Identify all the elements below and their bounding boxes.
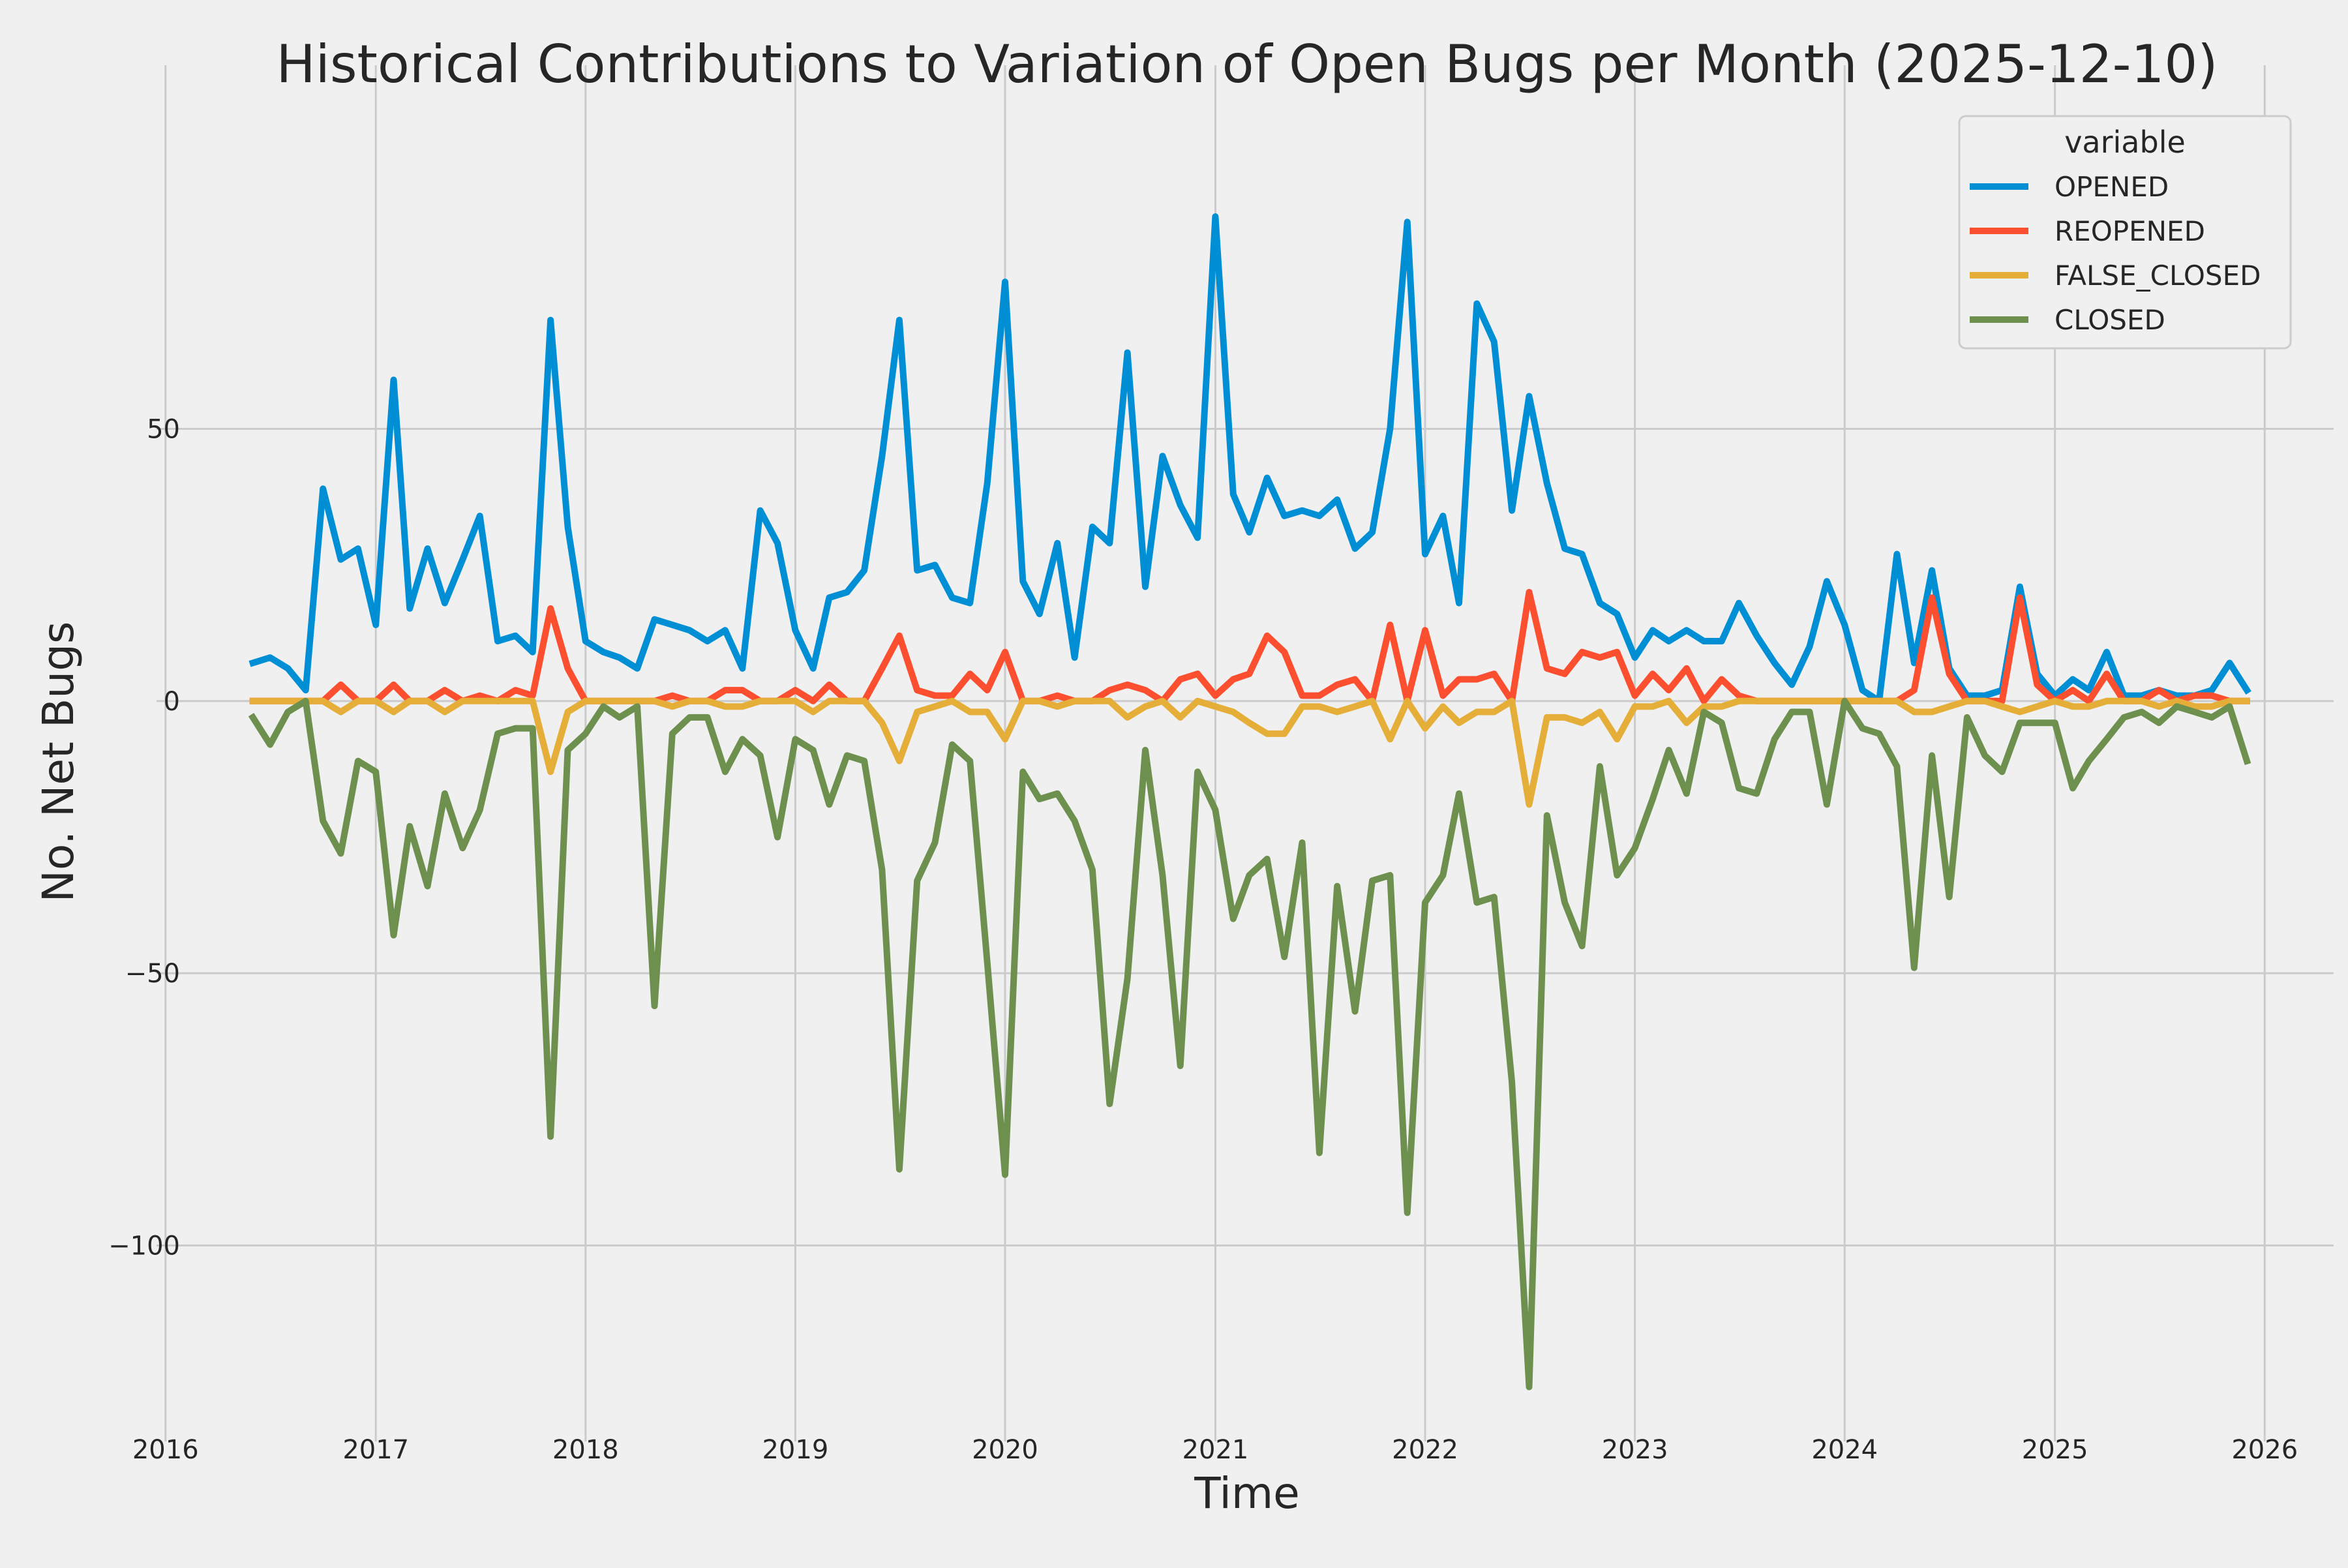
y-tick-label-3: −100 <box>108 1231 180 1261</box>
x-tick-label-2020: 2020 <box>972 1435 1038 1465</box>
x-tick-label-2016: 2016 <box>132 1435 199 1465</box>
x-tick-label-2018: 2018 <box>552 1435 619 1465</box>
chart-title: Historical Contributions to Variation of… <box>276 34 2218 95</box>
legend-title: variable <box>2064 125 2186 160</box>
series-line-opened <box>248 213 2251 704</box>
legend-entries: OPENED REOPENED FALSE_CLOSED CLOSED <box>1970 171 2261 336</box>
y-tick-label-2: −50 <box>125 959 180 989</box>
x-tick-label-2023: 2023 <box>1602 1435 1668 1465</box>
grid-lines <box>157 65 2334 1441</box>
legend-label-false-closed: FALSE_CLOSED <box>2054 260 2261 292</box>
x-axis-title: Time <box>1194 1468 1300 1518</box>
legend-label-reopened: REOPENED <box>2054 215 2205 247</box>
x-tick-label-2019: 2019 <box>762 1435 828 1465</box>
x-tick-label-2021: 2021 <box>1182 1435 1249 1465</box>
x-tick-label-2017: 2017 <box>342 1435 409 1465</box>
legend-label-closed: CLOSED <box>2054 304 2165 336</box>
y-axis-title: No. Net Bugs <box>33 622 83 903</box>
x-tick-label-2026: 2026 <box>2231 1435 2298 1465</box>
x-tick-label-2024: 2024 <box>1811 1435 1878 1465</box>
x-tick-label-2022: 2022 <box>1392 1435 1458 1465</box>
series-line-closed <box>248 697 2251 1391</box>
legend: variable OPENED REOPENED FALSE_CLOSED CLOSE… <box>1958 115 2292 350</box>
series-line-false-closed <box>249 697 2250 808</box>
series-lines <box>248 213 2251 1391</box>
y-tick-label-1: 0 <box>164 687 180 717</box>
x-tick-label-2025: 2025 <box>2022 1435 2088 1465</box>
tick-labels: 2016 2017 2018 2019 2020 2021 2022 2023 2024 2025… <box>108 415 2298 1466</box>
legend-box <box>1958 115 2292 350</box>
y-tick-label-0: 50 <box>147 415 180 445</box>
legend-label-opened: OPENED <box>2054 171 2169 203</box>
